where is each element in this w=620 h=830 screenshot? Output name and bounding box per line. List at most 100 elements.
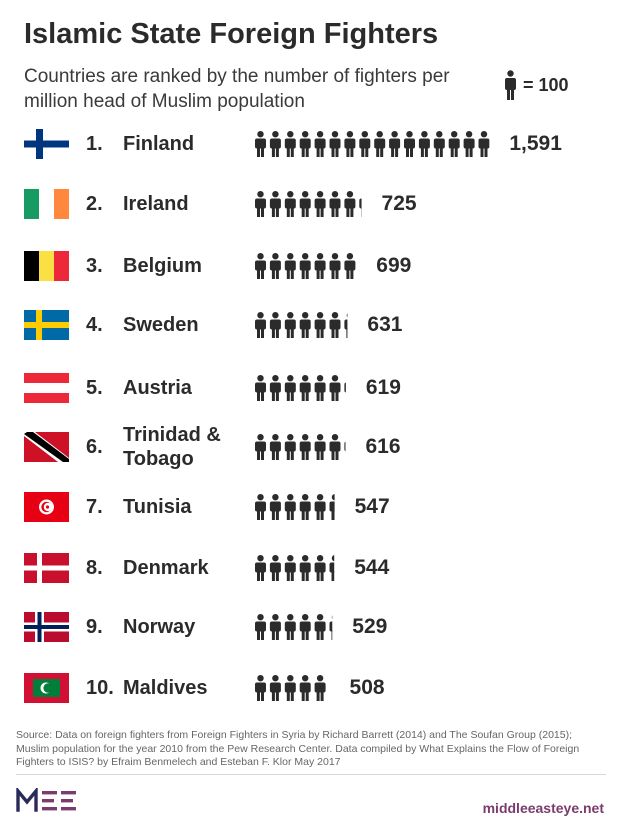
pictogram-bar bbox=[255, 494, 335, 520]
legend-label: = 100 bbox=[523, 74, 569, 95]
ranking-row: 9. Norway 529 bbox=[0, 603, 620, 651]
person-icon bbox=[299, 494, 311, 520]
person-icon bbox=[329, 131, 341, 157]
ranking-row: 10. Maldives 508 bbox=[0, 664, 620, 712]
person-icon bbox=[299, 131, 311, 157]
rank-label: 4. bbox=[86, 314, 103, 336]
mee-logo bbox=[16, 788, 76, 812]
person-icon bbox=[255, 312, 266, 338]
country-label: Norway bbox=[123, 616, 196, 638]
partial-person-icon bbox=[478, 131, 490, 157]
value-label: 616 bbox=[365, 435, 401, 458]
pictogram-bar bbox=[255, 253, 356, 279]
person-icon bbox=[284, 191, 296, 217]
person-icon bbox=[299, 191, 311, 217]
value-label: 544 bbox=[354, 556, 390, 579]
person-icon bbox=[314, 675, 326, 701]
site-url: middleeasteye.net bbox=[482, 800, 604, 816]
chart-subtitle: Countries are ranked by the number of fi… bbox=[24, 66, 450, 112]
person-icon bbox=[255, 191, 266, 217]
person-icon bbox=[284, 253, 296, 279]
ranking-row: 6. Trinidad & Tobago 616 bbox=[0, 423, 620, 471]
person-icon bbox=[255, 375, 266, 401]
rank-label: 2. bbox=[86, 193, 103, 215]
country-label: Finland bbox=[123, 133, 195, 155]
person-icon bbox=[344, 131, 356, 157]
person-icon bbox=[299, 675, 311, 701]
person-icon bbox=[255, 253, 266, 279]
person-icon bbox=[329, 191, 341, 217]
person-icon bbox=[314, 555, 326, 581]
person-icon bbox=[404, 131, 415, 157]
person-icon bbox=[269, 494, 281, 520]
person-icon bbox=[284, 131, 296, 157]
partial-person-icon bbox=[329, 494, 335, 520]
person-icon bbox=[255, 675, 266, 701]
value-label: 529 bbox=[352, 615, 388, 638]
rank-label: 5. bbox=[86, 377, 103, 399]
person-icon bbox=[269, 253, 281, 279]
person-icon bbox=[269, 675, 281, 701]
person-icon bbox=[314, 614, 326, 640]
person-icon bbox=[344, 191, 356, 217]
rank-label: 9. bbox=[86, 616, 103, 638]
person-icon bbox=[269, 434, 281, 460]
norway-flag bbox=[24, 612, 69, 642]
person-icon bbox=[299, 434, 311, 460]
person-icon bbox=[299, 614, 311, 640]
country-label: Sweden bbox=[123, 314, 199, 336]
person-icon bbox=[329, 434, 341, 460]
person-icon bbox=[299, 253, 311, 279]
value-label: 631 bbox=[367, 313, 403, 336]
person-icon bbox=[374, 131, 386, 157]
rank-label: 8. bbox=[86, 557, 103, 579]
person-icon bbox=[284, 312, 296, 338]
source-note: Source: Data on foreign fighters from Fo… bbox=[16, 729, 580, 768]
person-icon bbox=[255, 494, 266, 520]
value-label: 619 bbox=[365, 376, 401, 399]
person-icon bbox=[314, 494, 326, 520]
person-icon bbox=[329, 253, 341, 279]
person-icon bbox=[299, 555, 311, 581]
person-icon bbox=[255, 434, 266, 460]
person-icon bbox=[505, 70, 516, 100]
pictogram-bar bbox=[255, 675, 330, 701]
rank-label: 3. bbox=[86, 255, 103, 277]
country-label: Trinidad & Tobago bbox=[123, 424, 221, 470]
chart-title: Islamic State Foreign Fighters bbox=[24, 18, 439, 50]
rank-label: 10. bbox=[86, 677, 114, 699]
value-label: 725 bbox=[381, 192, 417, 215]
person-icon bbox=[284, 614, 296, 640]
pictogram-bar bbox=[255, 614, 333, 640]
sweden-flag bbox=[24, 310, 69, 340]
person-icon bbox=[448, 131, 460, 157]
partial-person-icon bbox=[329, 615, 333, 640]
person-icon bbox=[314, 253, 326, 279]
rank-label: 1. bbox=[86, 133, 103, 155]
partial-person-icon bbox=[344, 313, 348, 338]
ranking-list: 1. Finland 1,591 2. Ireland 725 3. Belgium 699 4.… bbox=[0, 129, 620, 712]
person-icon bbox=[284, 434, 296, 460]
person-icon bbox=[299, 312, 311, 338]
person-icon bbox=[314, 434, 326, 460]
country-label: Maldives bbox=[123, 677, 208, 699]
country-label: Denmark bbox=[123, 557, 209, 579]
partial-person-icon bbox=[344, 382, 346, 393]
person-icon bbox=[314, 191, 326, 217]
person-icon bbox=[269, 131, 281, 157]
person-icon bbox=[329, 312, 341, 338]
pictogram-bar bbox=[255, 555, 335, 581]
person-icon bbox=[255, 131, 266, 157]
ranking-row: 8. Denmark 544 bbox=[0, 544, 620, 592]
person-icon bbox=[329, 375, 341, 401]
person-icon bbox=[418, 131, 430, 157]
legend: = 100 bbox=[504, 70, 569, 100]
tunisia-flag bbox=[24, 492, 69, 522]
person-icon bbox=[284, 375, 296, 401]
partial-person-icon bbox=[359, 198, 362, 217]
person-icon bbox=[463, 131, 475, 157]
person-icon bbox=[284, 494, 296, 520]
country-label: Tunisia bbox=[123, 496, 192, 518]
country-label: Austria bbox=[123, 377, 192, 399]
ranking-row: 5. Austria 619 bbox=[0, 364, 620, 412]
